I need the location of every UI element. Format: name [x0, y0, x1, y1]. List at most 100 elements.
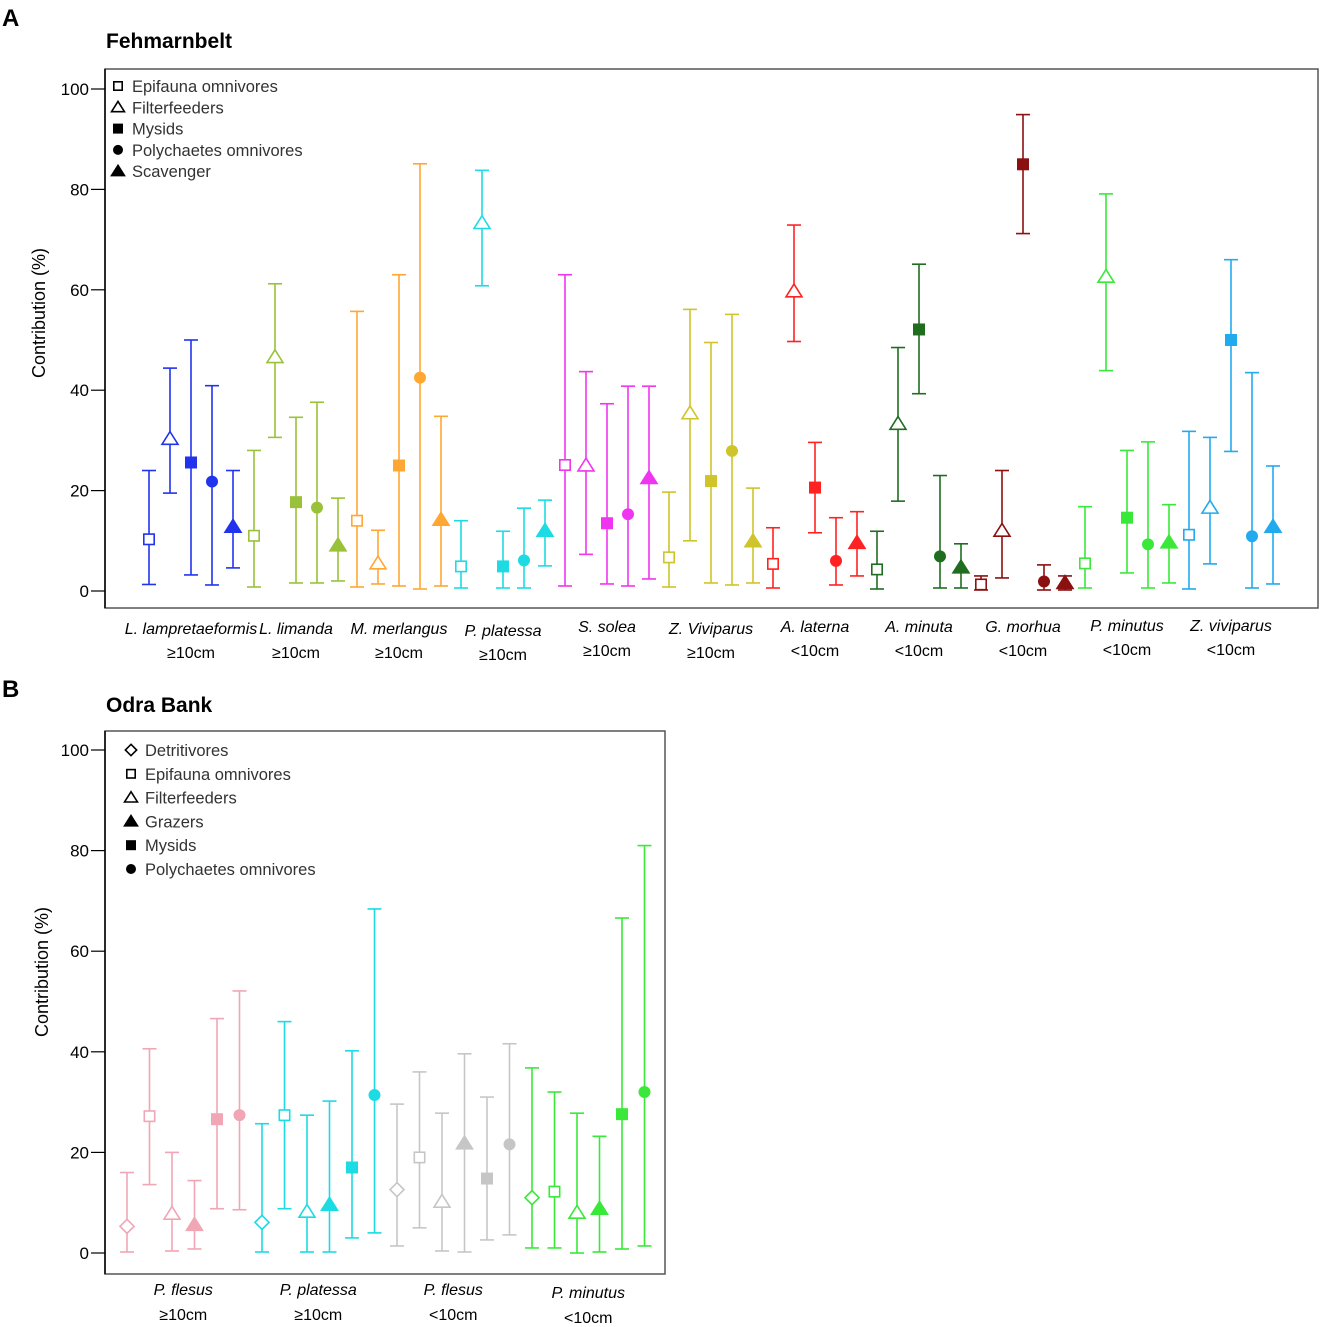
a-ytick-label-0: 0 — [80, 582, 89, 601]
a-x-label-name-2: M. merlangus — [351, 621, 448, 638]
panel-b-legend: Detritivores Epifauna omnivores Filterfeed… — [123, 742, 316, 879]
a-m-merlangus-10cm-polychaetes-omnivores-point — [413, 371, 426, 384]
b-legend-label-grazers: Grazers — [145, 813, 204, 831]
panel-b-letter: B — [2, 676, 19, 703]
panel-b-y-axis-label: Contribution (%) — [32, 907, 52, 1037]
a-x-label-name-0: L. lampretaeformis — [125, 621, 258, 638]
b-p-platessa-10cm-detritivores-point — [253, 1214, 271, 1231]
a-m-merlangus-10cm-epifauna-omnivores-point — [350, 514, 363, 527]
a-p-minutus-10cm-scavenger-point — [1159, 533, 1179, 549]
panel-a-y-ticks: 0 20 40 60 80 100 — [61, 80, 105, 601]
a-p-platessa-10cm-polychaetes-omnivores-point — [517, 554, 530, 567]
panel-a-legend: Epifauna omnivores Filterfeeders Mysids Pol… — [110, 78, 303, 181]
a-l-lampretaeformis-10cm-mysids-point — [185, 456, 198, 469]
a-z-viviparus-10cm-scavenger-point — [743, 532, 763, 548]
a-x-label-name-4: S. solea — [578, 619, 636, 636]
a-s-solea-10cm-filterfeeders-point — [576, 456, 596, 472]
a-legend-label-polychaetes-omnivores: Polychaetes omnivores — [132, 142, 303, 160]
a-x-label-size-3: ≥10cm — [479, 647, 527, 664]
a-l-lampretaeformis-10cm-epifauna-omnivores-point — [143, 533, 156, 546]
a-x-label-name-6: A. laterna — [780, 619, 850, 636]
a-l-limanda-10cm-filterfeeders-point — [265, 348, 285, 364]
b-legend-marker-mysids — [126, 840, 137, 851]
b-p-flesus-10cm-epifauna-omnivores-point — [143, 1110, 156, 1123]
panel-b-title: Odra Bank — [106, 694, 213, 717]
a-a-laterna-10cm-mysids-point — [808, 481, 821, 494]
b-x-label-size-1: ≥10cm — [294, 1307, 342, 1324]
a-a-minuta-10cm-mysids-point — [912, 323, 925, 336]
b-p-platessa-10cm-polychaetes-omnivores-point — [368, 1089, 381, 1102]
a-legend-marker-polychaetes-omnivores — [113, 144, 124, 155]
b-ytick-label-80: 80 — [70, 842, 89, 861]
b-p-platessa-10cm-mysids-point — [345, 1161, 358, 1174]
a-p-platessa-10cm-epifauna-omnivores-point — [454, 560, 467, 573]
b-p-flesus-10cm-polychaetes-omnivores-point — [233, 1109, 246, 1122]
b-ytick-label-60: 60 — [70, 942, 89, 961]
b-p-flesus-10cm-mysids-point — [480, 1172, 493, 1185]
b-x-label-name-1: P. platessa — [280, 1282, 357, 1299]
panel-a: A Fehmarnbelt Contribution (%) 0 20 40 60 80… — [2, 5, 1319, 664]
b-legend-label-epifauna-omnivores: Epifauna omnivores — [145, 766, 291, 784]
b-p-minutus-10cm-grazers-point — [590, 1199, 609, 1215]
b-legend-label-detritivores: Detritivores — [145, 742, 228, 760]
b-x-label-name-0: P. flesus — [154, 1282, 213, 1299]
a-legend-marker-mysids — [113, 123, 124, 134]
b-x-label-name-2: P. flesus — [424, 1282, 483, 1299]
a-p-minutus-10cm-polychaetes-omnivores-point — [1142, 538, 1155, 551]
a-p-platessa-10cm-filterfeeders-point — [472, 214, 492, 230]
a-l-lampretaeformis-10cm-filterfeeders-point — [160, 430, 180, 446]
a-x-label-name-9: P. minutus — [1090, 618, 1164, 635]
a-legend-label-epifauna-omnivores: Epifauna omnivores — [132, 78, 278, 96]
panel-b-marks — [118, 844, 652, 1254]
b-p-platessa-10cm-epifauna-omnivores-point — [278, 1109, 291, 1122]
b-p-platessa-10cm-filterfeeders-point — [297, 1202, 317, 1219]
a-x-label-name-3: P. platessa — [464, 623, 541, 640]
a-l-limanda-10cm-polychaetes-omnivores-point — [310, 501, 323, 514]
a-x-label-size-4: ≥10cm — [583, 643, 631, 660]
panel-a-letter: A — [2, 5, 19, 32]
b-p-flesus-10cm-epifauna-omnivores-point — [413, 1151, 426, 1164]
a-z-viviparus-10cm-polychaetes-omnivores-point — [725, 444, 738, 457]
panel-a-y-axis-label: Contribution (%) — [29, 248, 49, 378]
a-a-minuta-10cm-polychaetes-omnivores-point — [933, 550, 946, 563]
a-m-merlangus-10cm-filterfeeders-point — [368, 554, 388, 570]
panel-a-marks — [142, 113, 1283, 591]
b-p-flesus-10cm-filterfeeders-point — [162, 1204, 182, 1221]
b-x-label-size-3: <10cm — [564, 1310, 612, 1327]
a-a-minuta-10cm-filterfeeders-point — [888, 415, 908, 431]
a-g-morhua-10cm-mysids-point — [1016, 158, 1029, 171]
a-x-label-size-6: <10cm — [791, 643, 839, 660]
a-ytick-label-20: 20 — [70, 482, 89, 501]
a-p-minutus-10cm-filterfeeders-point — [1096, 267, 1116, 284]
b-ytick-label-100: 100 — [61, 741, 89, 760]
panel-b-y-ticks: 0 20 40 60 80 100 — [61, 741, 105, 1263]
a-p-minutus-10cm-epifauna-omnivores-point — [1079, 557, 1092, 570]
a-x-label-size-10: <10cm — [1207, 642, 1255, 659]
a-x-label-size-7: <10cm — [895, 643, 943, 660]
b-p-minutus-10cm-mysids-point — [615, 1108, 628, 1121]
b-legend-label-filterfeeders: Filterfeeders — [145, 790, 237, 808]
b-legend-marker-epifauna-omnivores — [126, 768, 137, 779]
a-a-laterna-10cm-polychaetes-omnivores-point — [829, 554, 842, 567]
a-g-morhua-10cm-scavenger-point — [1055, 574, 1075, 590]
a-ytick-label-40: 40 — [70, 381, 89, 400]
a-l-limanda-10cm-mysids-point — [289, 496, 302, 509]
a-g-morhua-10cm-filterfeeders-point — [992, 521, 1012, 538]
a-l-limanda-10cm-epifauna-omnivores-point — [248, 529, 261, 542]
b-p-flesus-10cm-filterfeeders-point — [432, 1192, 452, 1208]
b-p-minutus-10cm-epifauna-omnivores-point — [548, 1185, 561, 1198]
b-p-flesus-10cm-grazers-point — [185, 1216, 204, 1232]
a-z-viviparus-10cm-mysids-point — [1225, 333, 1238, 346]
a-s-solea-10cm-polychaetes-omnivores-point — [621, 508, 634, 521]
b-p-flesus-10cm-grazers-point — [455, 1134, 474, 1150]
a-a-minuta-10cm-epifauna-omnivores-point — [870, 563, 883, 576]
a-legend-marker-epifauna-omnivores — [113, 81, 124, 92]
a-a-laterna-10cm-filterfeeders-point — [784, 282, 804, 298]
a-legend-label-mysids: Mysids — [132, 121, 183, 139]
b-legend-label-mysids: Mysids — [145, 837, 196, 855]
b-x-label-size-0: ≥10cm — [159, 1307, 207, 1324]
a-ytick-label-80: 80 — [70, 180, 89, 199]
a-p-platessa-10cm-scavenger-point — [535, 521, 555, 538]
a-s-solea-10cm-mysids-point — [600, 517, 613, 530]
